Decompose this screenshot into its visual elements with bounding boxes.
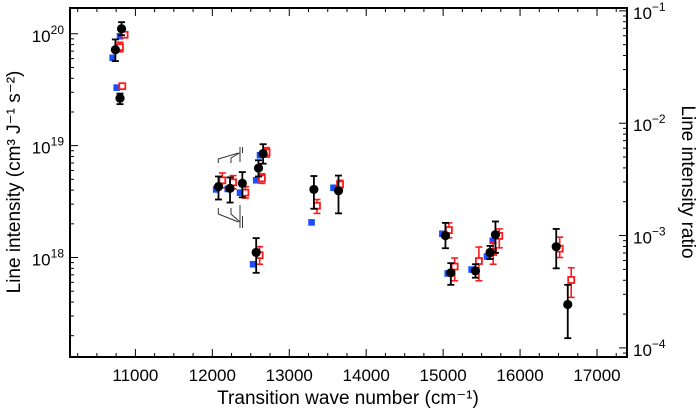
data-point-circle xyxy=(551,242,561,252)
data-point-open-square xyxy=(258,174,266,183)
data-point-square xyxy=(113,84,120,91)
bracket-line xyxy=(230,152,240,163)
x-tick-label: 15000 xyxy=(419,366,466,385)
tick-base: 10 xyxy=(32,251,51,270)
data-point-open-square xyxy=(475,257,483,265)
x-tick-labels: 11000 12000 13000 14000 15000 16000 17000 xyxy=(112,366,620,385)
tick-exponent: −2 xyxy=(652,112,666,126)
y2-axis-label: Line intensity ratio xyxy=(677,105,698,258)
x-tick-label: 16000 xyxy=(496,366,543,385)
data-point-circle xyxy=(563,299,573,310)
bracket-line xyxy=(230,208,241,223)
data-point-square xyxy=(236,189,244,196)
tick-exponent: −1 xyxy=(652,0,666,14)
y-tick-label: 1020 xyxy=(32,23,65,46)
x-tick-label: 13000 xyxy=(266,366,313,385)
data-point-square xyxy=(252,176,260,184)
data-point-open-square xyxy=(567,276,576,284)
plot-frame xyxy=(69,7,628,358)
tick-base: 10 xyxy=(633,229,652,248)
data-point-square xyxy=(249,260,257,268)
y2-tick-labels: 10−110−210−310−4 xyxy=(633,0,666,360)
data-point-square xyxy=(308,219,315,226)
tick-exponent: 20 xyxy=(51,23,65,37)
data-point-open-square xyxy=(118,82,127,91)
tick-base: 10 xyxy=(633,341,652,360)
data-point-square xyxy=(330,184,337,192)
data-point-circle xyxy=(333,186,344,196)
x-axis-label: Transition wave number (cm⁻¹) xyxy=(217,388,479,409)
group-brackets xyxy=(217,147,243,228)
data-point-circle xyxy=(116,24,127,34)
data-point-square xyxy=(483,253,491,260)
data-point-circle xyxy=(490,230,501,240)
y2-tick-label: 10−3 xyxy=(633,225,666,248)
data-point-square xyxy=(116,32,124,40)
data-point-circle xyxy=(110,45,120,55)
y2-tick-label: 10−4 xyxy=(633,337,666,360)
data-point-circle xyxy=(258,148,268,159)
tick-exponent: 19 xyxy=(51,135,65,149)
data-point-circle xyxy=(213,182,224,192)
tick-base: 10 xyxy=(633,116,652,135)
x-tick-label: 12000 xyxy=(189,366,236,385)
y2-tick-label: 10−1 xyxy=(633,0,666,23)
data-point-circle xyxy=(225,183,235,193)
data-point-open-square xyxy=(241,188,250,197)
error-bar xyxy=(564,283,572,340)
x-tick-label: 11000 xyxy=(112,366,158,385)
x-tick-label: 14000 xyxy=(343,366,390,385)
y2-tick-label: 10−2 xyxy=(633,112,666,135)
data-point-circle xyxy=(485,247,495,258)
tick-exponent: −4 xyxy=(652,337,666,351)
bracket-line xyxy=(217,152,239,163)
y-tick-label: 1019 xyxy=(32,135,65,158)
data-marks xyxy=(109,21,576,340)
data-point-square xyxy=(109,54,116,62)
tick-exponent: 18 xyxy=(51,247,65,261)
data-point-circle xyxy=(446,268,456,278)
data-point-circle xyxy=(115,93,125,103)
tick-base: 10 xyxy=(633,4,652,23)
data-point-circle xyxy=(237,178,247,188)
data-point-circle xyxy=(251,247,261,258)
tick-exponent: −3 xyxy=(652,225,666,239)
y-tick-label: 1018 xyxy=(32,247,65,270)
data-point-circle xyxy=(253,163,264,173)
axis-ticks xyxy=(70,8,627,357)
y-axis-label: Line intensity (cm³ J⁻¹ s⁻²) xyxy=(4,71,25,294)
bracket-line xyxy=(217,208,239,223)
data-point-circle xyxy=(440,230,451,241)
data-point-square xyxy=(489,237,497,245)
data-point-circle xyxy=(309,184,319,195)
data-point-circle xyxy=(470,266,481,276)
tick-base: 10 xyxy=(32,139,51,158)
tick-base: 10 xyxy=(32,27,51,46)
x-tick-label: 17000 xyxy=(573,366,620,385)
